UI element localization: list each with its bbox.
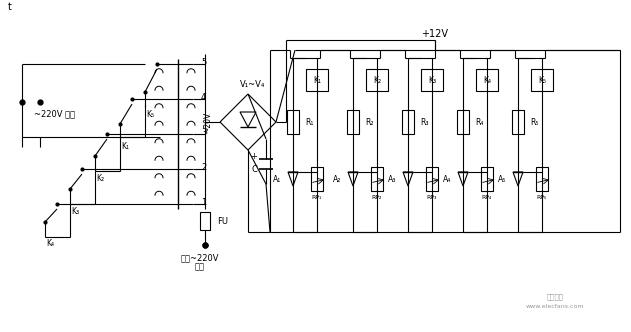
Text: R₃: R₃ <box>420 118 428 126</box>
Text: A₃: A₃ <box>387 175 396 184</box>
Text: A₁: A₁ <box>273 175 281 184</box>
Bar <box>347 110 359 134</box>
Text: R₁: R₁ <box>305 118 314 126</box>
Text: +: + <box>251 151 257 160</box>
Bar <box>421 69 443 91</box>
Text: 4: 4 <box>201 93 206 102</box>
Bar <box>512 110 524 134</box>
Bar <box>457 110 469 134</box>
Text: K₃: K₃ <box>71 207 79 215</box>
Bar <box>366 69 388 91</box>
Bar <box>481 167 493 191</box>
Text: t: t <box>8 2 12 12</box>
Bar <box>476 69 498 91</box>
Text: A₄: A₄ <box>443 175 451 184</box>
Bar <box>287 110 299 134</box>
Text: ~20V: ~20V <box>204 111 213 132</box>
Text: 时发发发: 时发发发 <box>546 294 563 300</box>
Text: C: C <box>251 164 257 174</box>
Text: K₄: K₄ <box>46 239 54 248</box>
Bar <box>306 69 328 91</box>
Bar <box>311 167 323 191</box>
Text: ~220V 输出: ~220V 输出 <box>35 110 76 119</box>
Text: 市电~220V: 市电~220V <box>180 254 219 263</box>
Text: K₃: K₃ <box>428 75 436 85</box>
Text: RP₄: RP₄ <box>482 195 492 200</box>
Bar <box>200 212 210 230</box>
Bar <box>531 69 553 91</box>
Text: K₂: K₂ <box>96 174 104 183</box>
Text: V₁~V₄: V₁~V₄ <box>240 79 266 89</box>
Text: RP₃: RP₃ <box>427 195 437 200</box>
Text: K₂: K₂ <box>373 75 381 85</box>
Text: K₅: K₅ <box>538 75 546 85</box>
Text: 1: 1 <box>201 198 206 207</box>
Text: K₁: K₁ <box>313 75 321 85</box>
Bar <box>371 167 383 191</box>
Text: FU: FU <box>217 216 228 225</box>
Text: RP₅: RP₅ <box>537 195 547 200</box>
Text: 输入: 输入 <box>195 263 205 272</box>
Text: K₅: K₅ <box>146 110 154 119</box>
Text: 5: 5 <box>201 57 206 66</box>
Text: RP₁: RP₁ <box>312 195 322 200</box>
Text: K₄: K₄ <box>483 75 491 85</box>
Text: 2: 2 <box>201 162 206 172</box>
Text: +12V: +12V <box>422 29 449 39</box>
Bar <box>426 167 438 191</box>
Text: A₅: A₅ <box>498 175 506 184</box>
Text: www.elecfans.com: www.elecfans.com <box>526 304 584 309</box>
Text: R₄: R₄ <box>475 118 483 126</box>
Text: A₂: A₂ <box>333 175 341 184</box>
Text: R₂: R₂ <box>365 118 374 126</box>
Text: RP₂: RP₂ <box>372 195 382 200</box>
Text: R₅: R₅ <box>530 118 538 126</box>
Text: 3: 3 <box>201 127 206 136</box>
Bar <box>402 110 414 134</box>
Text: K₁: K₁ <box>121 141 129 150</box>
Bar <box>536 167 548 191</box>
